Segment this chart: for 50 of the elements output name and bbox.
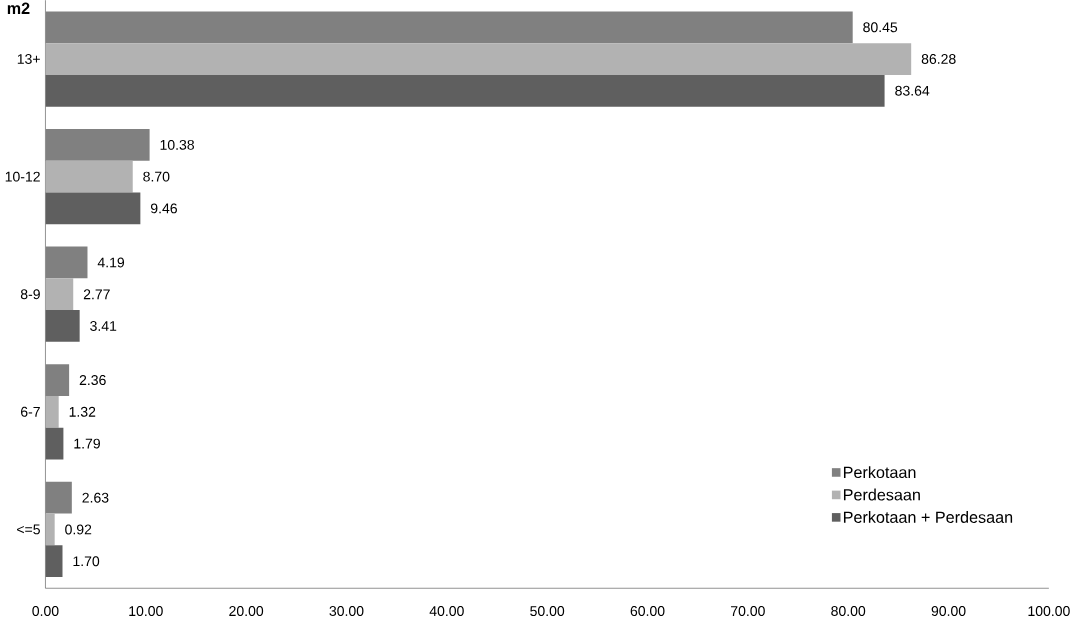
- y-tick-label: 6-7: [20, 407, 40, 417]
- y-axis-title: m2: [7, 2, 30, 15]
- x-tick-label: 80.00: [831, 606, 866, 617]
- bar: [45, 545, 63, 578]
- x-tick-label: 50.00: [530, 606, 565, 617]
- bar: [45, 129, 150, 161]
- data-label: 1.32: [69, 407, 96, 417]
- legend-label: Perkotaan: [843, 466, 916, 479]
- legend-label: Perkotaan + Perdesaan: [843, 511, 1013, 524]
- x-tick-label: 60.00: [630, 606, 665, 617]
- bar: [45, 427, 64, 460]
- data-label: 3.41: [90, 321, 117, 332]
- data-label: 86.28: [921, 54, 956, 65]
- x-tick-label: 70.00: [731, 606, 765, 617]
- data-label: 1.79: [74, 438, 100, 449]
- bar: [45, 310, 80, 343]
- data-label: 2.36: [79, 375, 106, 386]
- data-label: 0.92: [65, 524, 92, 535]
- bar: [45, 192, 141, 225]
- data-label: 1.70: [73, 556, 100, 567]
- y-tick-label: <=5: [17, 524, 40, 535]
- x-tick-label: 20.00: [229, 606, 264, 617]
- data-label: 10.38: [160, 140, 195, 150]
- x-tick-label: 0.00: [32, 606, 59, 617]
- bar: [45, 364, 70, 397]
- data-label: 83.64: [895, 85, 930, 96]
- data-label: 4.19: [97, 257, 125, 268]
- x-tick-label: 100.00: [1028, 606, 1070, 617]
- bar: [45, 481, 72, 514]
- bar: [45, 160, 133, 193]
- x-tick-label: 40.00: [429, 606, 464, 617]
- bar: [45, 513, 55, 546]
- bar: [45, 246, 88, 279]
- data-label: 9.46: [150, 203, 177, 214]
- bar: [45, 43, 912, 76]
- bar: [45, 278, 74, 311]
- bar: [45, 11, 853, 44]
- bar: [45, 75, 885, 107]
- bar: [45, 396, 59, 428]
- data-label: 8.70: [143, 171, 170, 182]
- y-tick-label: 13+: [17, 54, 40, 65]
- legend-label: Perdesaan: [843, 488, 920, 501]
- data-label: 2.77: [83, 289, 110, 300]
- x-tick-label: 10.00: [129, 606, 163, 617]
- data-label: 2.63: [82, 492, 109, 503]
- data-label: 80.45: [863, 22, 898, 33]
- x-tick-label: 30.00: [329, 606, 364, 617]
- y-tick-label: 10-12: [5, 171, 40, 182]
- x-tick-label: 90.00: [931, 606, 966, 617]
- y-tick-label: 8-9: [20, 289, 40, 300]
